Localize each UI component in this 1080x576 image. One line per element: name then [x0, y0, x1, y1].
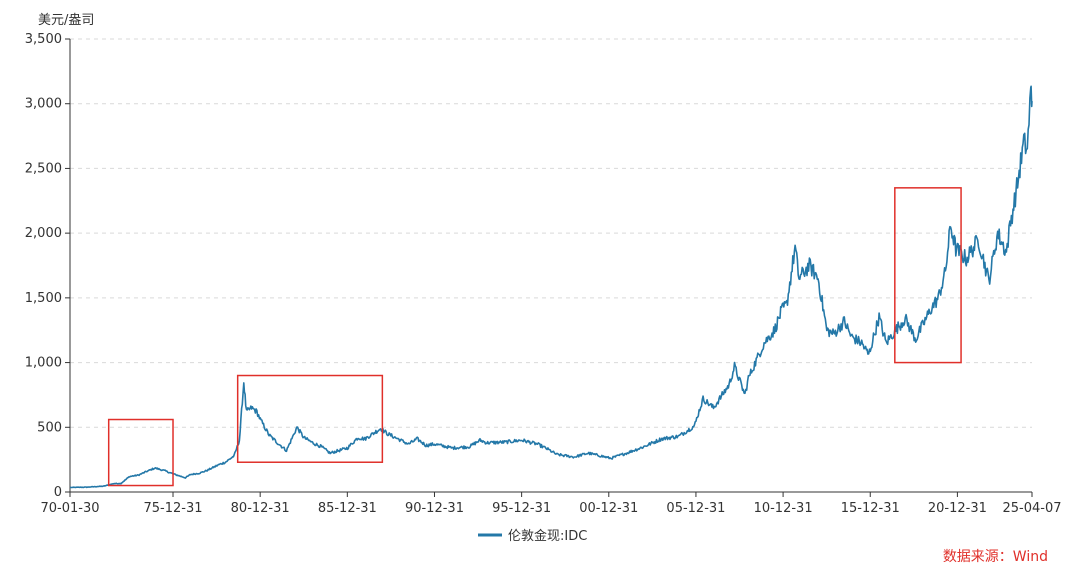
y-tick-label: 2,500: [25, 161, 62, 176]
x-tick-label: 20-12-31: [928, 501, 987, 516]
highlight-boxes: [107, 187, 962, 487]
highlight-box: [894, 187, 962, 364]
y-axis-unit-label: 美元/盎司: [38, 13, 94, 28]
source-note: 数据来源：Wind: [943, 549, 1048, 565]
x-tick-label: 95-12-31: [492, 501, 551, 516]
y-tick-label: 500: [37, 420, 62, 435]
axes: 0 500 1,000 1,500 2,000 2,500 3,000 3,500 70-01-…: [25, 32, 1062, 516]
grid-lines: [70, 38, 1032, 428]
x-tick-label: 10-12-31: [754, 501, 813, 516]
highlight-box: [236, 374, 384, 463]
legend-label: 伦敦金现:IDC: [508, 528, 587, 544]
x-tick-label: 70-01-30: [40, 501, 99, 516]
x-tick-label: 75-12-31: [144, 501, 203, 516]
x-tick-label: 80-12-31: [231, 501, 290, 516]
x-tick-label: 25-04-07: [1002, 501, 1061, 516]
x-tick-label: 05-12-31: [666, 501, 725, 516]
x-tick-label: 90-12-31: [405, 501, 464, 516]
y-tick-label: 0: [54, 485, 62, 500]
x-tick-label: 00-12-31: [579, 501, 638, 516]
x-tick-label: 15-12-31: [841, 501, 900, 516]
y-tick-label: 1,500: [25, 291, 62, 306]
x-tick-label: 85-12-31: [318, 501, 377, 516]
y-tick-label: 1,000: [25, 356, 62, 371]
series-layer: [69, 85, 1033, 489]
y-tick-label: 2,000: [25, 226, 62, 241]
legend[interactable]: 伦敦金现:IDC: [478, 528, 587, 544]
y-tick-label: 3,500: [25, 32, 62, 47]
series-line: [69, 85, 1033, 489]
y-tick-label: 3,000: [25, 97, 62, 112]
highlight-box: [107, 418, 174, 487]
